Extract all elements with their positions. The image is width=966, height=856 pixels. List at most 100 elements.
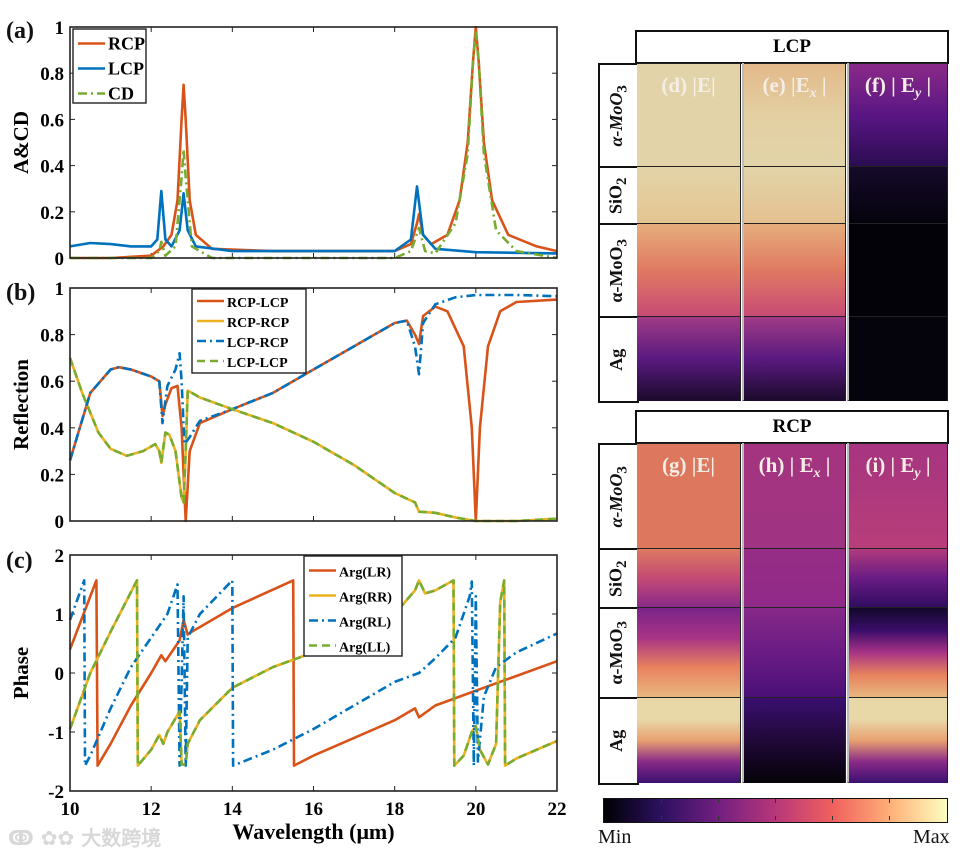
layer-name: SiO bbox=[605, 567, 626, 597]
field-map-cell bbox=[849, 607, 947, 697]
y-tick-label: 0.6 bbox=[40, 110, 64, 131]
x-tick-label: 18 bbox=[385, 799, 404, 820]
colorbar-tick bbox=[661, 799, 663, 803]
field-map-cell bbox=[744, 607, 845, 697]
field-map-cell bbox=[637, 166, 740, 223]
series-lcp-lcp bbox=[68, 357, 558, 523]
title-main: (e) |E bbox=[762, 73, 810, 97]
watermark-text: 大数跨境 bbox=[81, 826, 162, 850]
legend-label: Arg(LL) bbox=[339, 641, 391, 656]
x-tick-label: 10 bbox=[61, 799, 80, 820]
x-tick-label: 20 bbox=[466, 799, 485, 820]
series-arg-lr- bbox=[68, 579, 558, 767]
field-map-cell bbox=[849, 697, 947, 783]
legend-label: CD bbox=[108, 84, 134, 104]
title-subscript: x bbox=[813, 466, 821, 482]
colorbar-max-label: Max bbox=[913, 826, 950, 848]
legend-label: LCP bbox=[108, 59, 144, 79]
field-map-title: (e) |Ex | bbox=[744, 73, 845, 102]
field-map-column: (e) |Ex | bbox=[742, 63, 846, 401]
layer-subscript: 3 bbox=[614, 621, 631, 629]
axes-box bbox=[69, 26, 558, 259]
x-tick-label: 14 bbox=[223, 799, 243, 820]
colorbar-tick bbox=[718, 799, 720, 803]
colorbar-tick bbox=[775, 799, 777, 803]
title-suffix: | bbox=[816, 73, 827, 97]
y-tick-label: 0.4 bbox=[40, 157, 64, 178]
colorbar-tick bbox=[889, 799, 891, 803]
title-subscript: y bbox=[915, 86, 922, 102]
layer-name: α-MoO bbox=[605, 92, 626, 147]
y-tick-label: 0.4 bbox=[40, 419, 64, 440]
layer-label: Ag bbox=[598, 697, 639, 785]
y-tick-label: 0.2 bbox=[40, 203, 64, 224]
colorbar-tick bbox=[661, 816, 663, 820]
legend: RCP-LCP RCP-RCP LCP-RCP LCP-LCP bbox=[191, 288, 307, 374]
colorbar-tick bbox=[889, 816, 891, 820]
colorbar-tick bbox=[775, 816, 777, 820]
layer-label: SiO2 bbox=[598, 548, 639, 609]
axes-box bbox=[69, 554, 558, 792]
chart-1: 0 0.2 0.4 0.6 0.8 1 Reflection RCP-LCP RCP-RCP LC… bbox=[9, 279, 558, 533]
title-main: (f) | E bbox=[864, 73, 916, 97]
y-axis-label: A&CD bbox=[9, 111, 33, 174]
layer-name: α-MoO bbox=[605, 628, 626, 685]
y-tick-label: 0.8 bbox=[40, 326, 64, 347]
series-cd bbox=[70, 30, 558, 260]
y-tick-label: -2 bbox=[48, 782, 64, 803]
panel-label-a: (a) bbox=[6, 18, 34, 44]
legend: RCP LCP CD bbox=[72, 28, 147, 104]
field-map-cell bbox=[637, 316, 740, 401]
title-main: (g) |E| bbox=[662, 453, 715, 477]
legend-label: Arg(RR) bbox=[339, 591, 392, 606]
y-tick-label: 1 bbox=[55, 279, 65, 300]
colorbar bbox=[603, 798, 948, 823]
field-map-cell bbox=[637, 548, 740, 607]
field-map-title: (d) |E| bbox=[637, 73, 740, 102]
field-map-cell bbox=[637, 443, 740, 548]
title-main: (h) | E bbox=[758, 453, 814, 477]
title-suffix: | bbox=[820, 453, 831, 477]
series-lcp bbox=[69, 185, 558, 255]
legend-label: RCP-RCP bbox=[227, 316, 290, 331]
title-subscript: y bbox=[914, 466, 921, 482]
colorbar-tick bbox=[832, 799, 834, 803]
y-axis-label: Reflection bbox=[9, 359, 33, 450]
field-map-cell bbox=[637, 63, 740, 166]
series-rcp-lcp bbox=[68, 298, 558, 523]
title-main: (d) |E| bbox=[661, 73, 716, 97]
field-map-cell bbox=[849, 548, 947, 607]
field-map-cell bbox=[744, 223, 845, 316]
panel-label-c: (c) bbox=[6, 548, 33, 574]
field-map-cell bbox=[849, 316, 947, 401]
y-tick-label: 0.8 bbox=[40, 64, 64, 85]
layer-name: Ag bbox=[605, 730, 626, 752]
series-lcp-rcp bbox=[68, 293, 558, 461]
field-map-cell bbox=[637, 607, 740, 697]
layer-label: α-MoO3 bbox=[598, 443, 639, 550]
layer-label: SiO2 bbox=[598, 166, 639, 225]
field-map-cell bbox=[849, 223, 947, 316]
chart-0: 0 0.2 0.4 0.6 0.8 1 A&CD RCP LCP CD bbox=[9, 18, 558, 270]
series-arg-ll- bbox=[68, 579, 558, 767]
field-map-title: (i) | Ey | bbox=[849, 453, 947, 482]
title-main: (i) | E bbox=[865, 453, 915, 477]
x-tick-label: 16 bbox=[304, 799, 323, 820]
field-map-cell bbox=[744, 166, 845, 223]
y-axis-label: Phase bbox=[9, 647, 33, 700]
field-map-column: (f) | Ey | bbox=[847, 63, 948, 401]
title-suffix: | bbox=[921, 73, 932, 97]
series-arg-rl- bbox=[68, 579, 558, 767]
x-tick-label: 22 bbox=[548, 799, 567, 820]
legend: Arg(LR) Arg(RR) Arg(RL) Arg(LL) bbox=[303, 555, 403, 657]
layer-label: Ag bbox=[598, 316, 639, 403]
layer-label: α-MoO3 bbox=[598, 607, 639, 699]
layer-subscript: 3 bbox=[614, 84, 631, 93]
y-tick-label: 0.6 bbox=[40, 372, 64, 393]
y-tick-label: -1 bbox=[48, 723, 64, 744]
legend-label: LCP-RCP bbox=[227, 336, 289, 351]
title-subscript: x bbox=[809, 86, 817, 102]
field-map-cell bbox=[744, 443, 845, 548]
